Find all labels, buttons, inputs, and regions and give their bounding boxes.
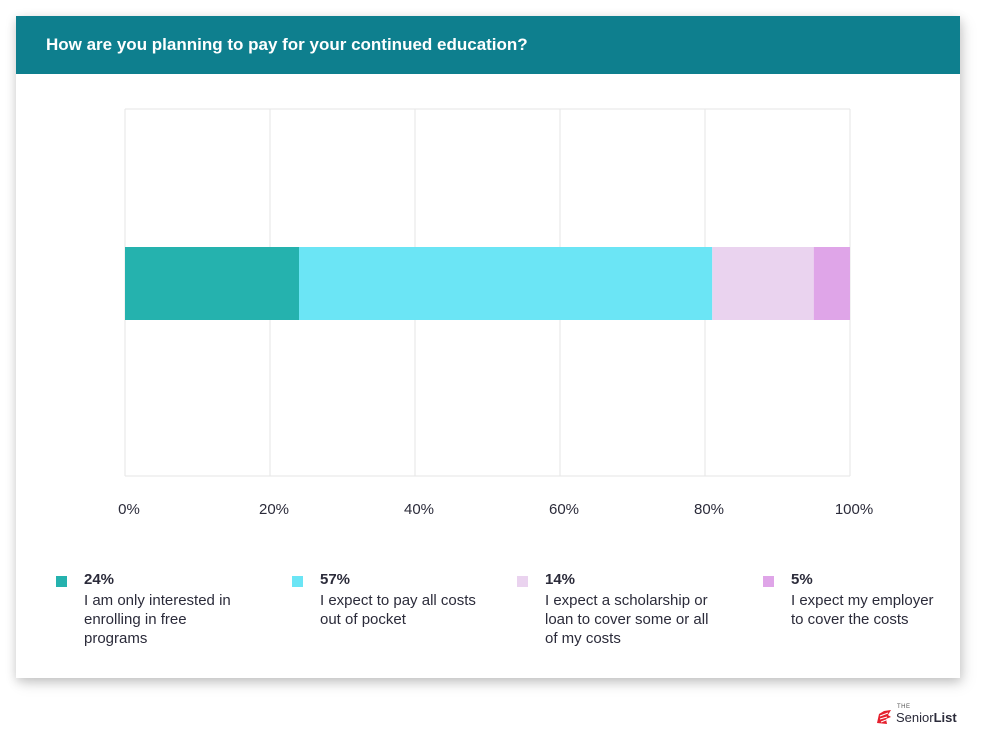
legend-swatch xyxy=(517,576,528,587)
brand-name: SeniorList xyxy=(896,710,957,725)
legend-value: 57% xyxy=(320,571,351,588)
x-axis-ticks: 0% 20% 40% 60% 80% 100% xyxy=(118,501,873,518)
legend-value: 14% xyxy=(545,571,576,588)
x-tick-label: 20% xyxy=(259,501,289,518)
bar-segments xyxy=(125,247,850,320)
senior-list-logo-icon xyxy=(877,710,891,724)
brand-logo: THE SeniorList xyxy=(875,704,975,728)
legend-label: I expect a scholarship or loan to cover … xyxy=(545,592,709,647)
bar-segment-1 xyxy=(125,247,299,320)
x-tick-label: 40% xyxy=(404,501,434,518)
bar-segment-4 xyxy=(813,247,850,320)
legend-swatch xyxy=(292,576,303,587)
legend-value: 5% xyxy=(791,571,813,588)
bar-segment-3 xyxy=(712,247,814,320)
chart-header: How are you planning to pay for your con… xyxy=(16,16,960,74)
legend-label: I expect my employer to cover the costs xyxy=(791,592,934,628)
x-tick-label: 0% xyxy=(118,501,140,518)
x-tick-label: 100% xyxy=(835,501,873,518)
legend-value: 24% xyxy=(84,571,115,588)
brand-prefix: THE xyxy=(897,704,911,710)
bar-segment-2 xyxy=(299,247,713,320)
chart-card: How are you planning to pay for your con… xyxy=(16,16,960,678)
chart-title: How are you planning to pay for your con… xyxy=(46,35,528,54)
legend: 24% I am only interested in enrolling in… xyxy=(16,16,960,678)
legend-label: I am only interested in enrolling in fre… xyxy=(84,592,231,647)
brand-name-bold: List xyxy=(933,710,957,725)
brand-name-light: Senior xyxy=(896,710,934,725)
legend-swatch xyxy=(56,576,67,587)
legend-swatch xyxy=(763,576,774,587)
x-tick-label: 80% xyxy=(694,501,724,518)
x-tick-label: 60% xyxy=(549,501,579,518)
stacked-bar-chart: 0% 20% 40% 60% 80% 100% xyxy=(118,108,873,518)
legend-label: I expect to pay all costs out of pocket xyxy=(320,592,476,628)
